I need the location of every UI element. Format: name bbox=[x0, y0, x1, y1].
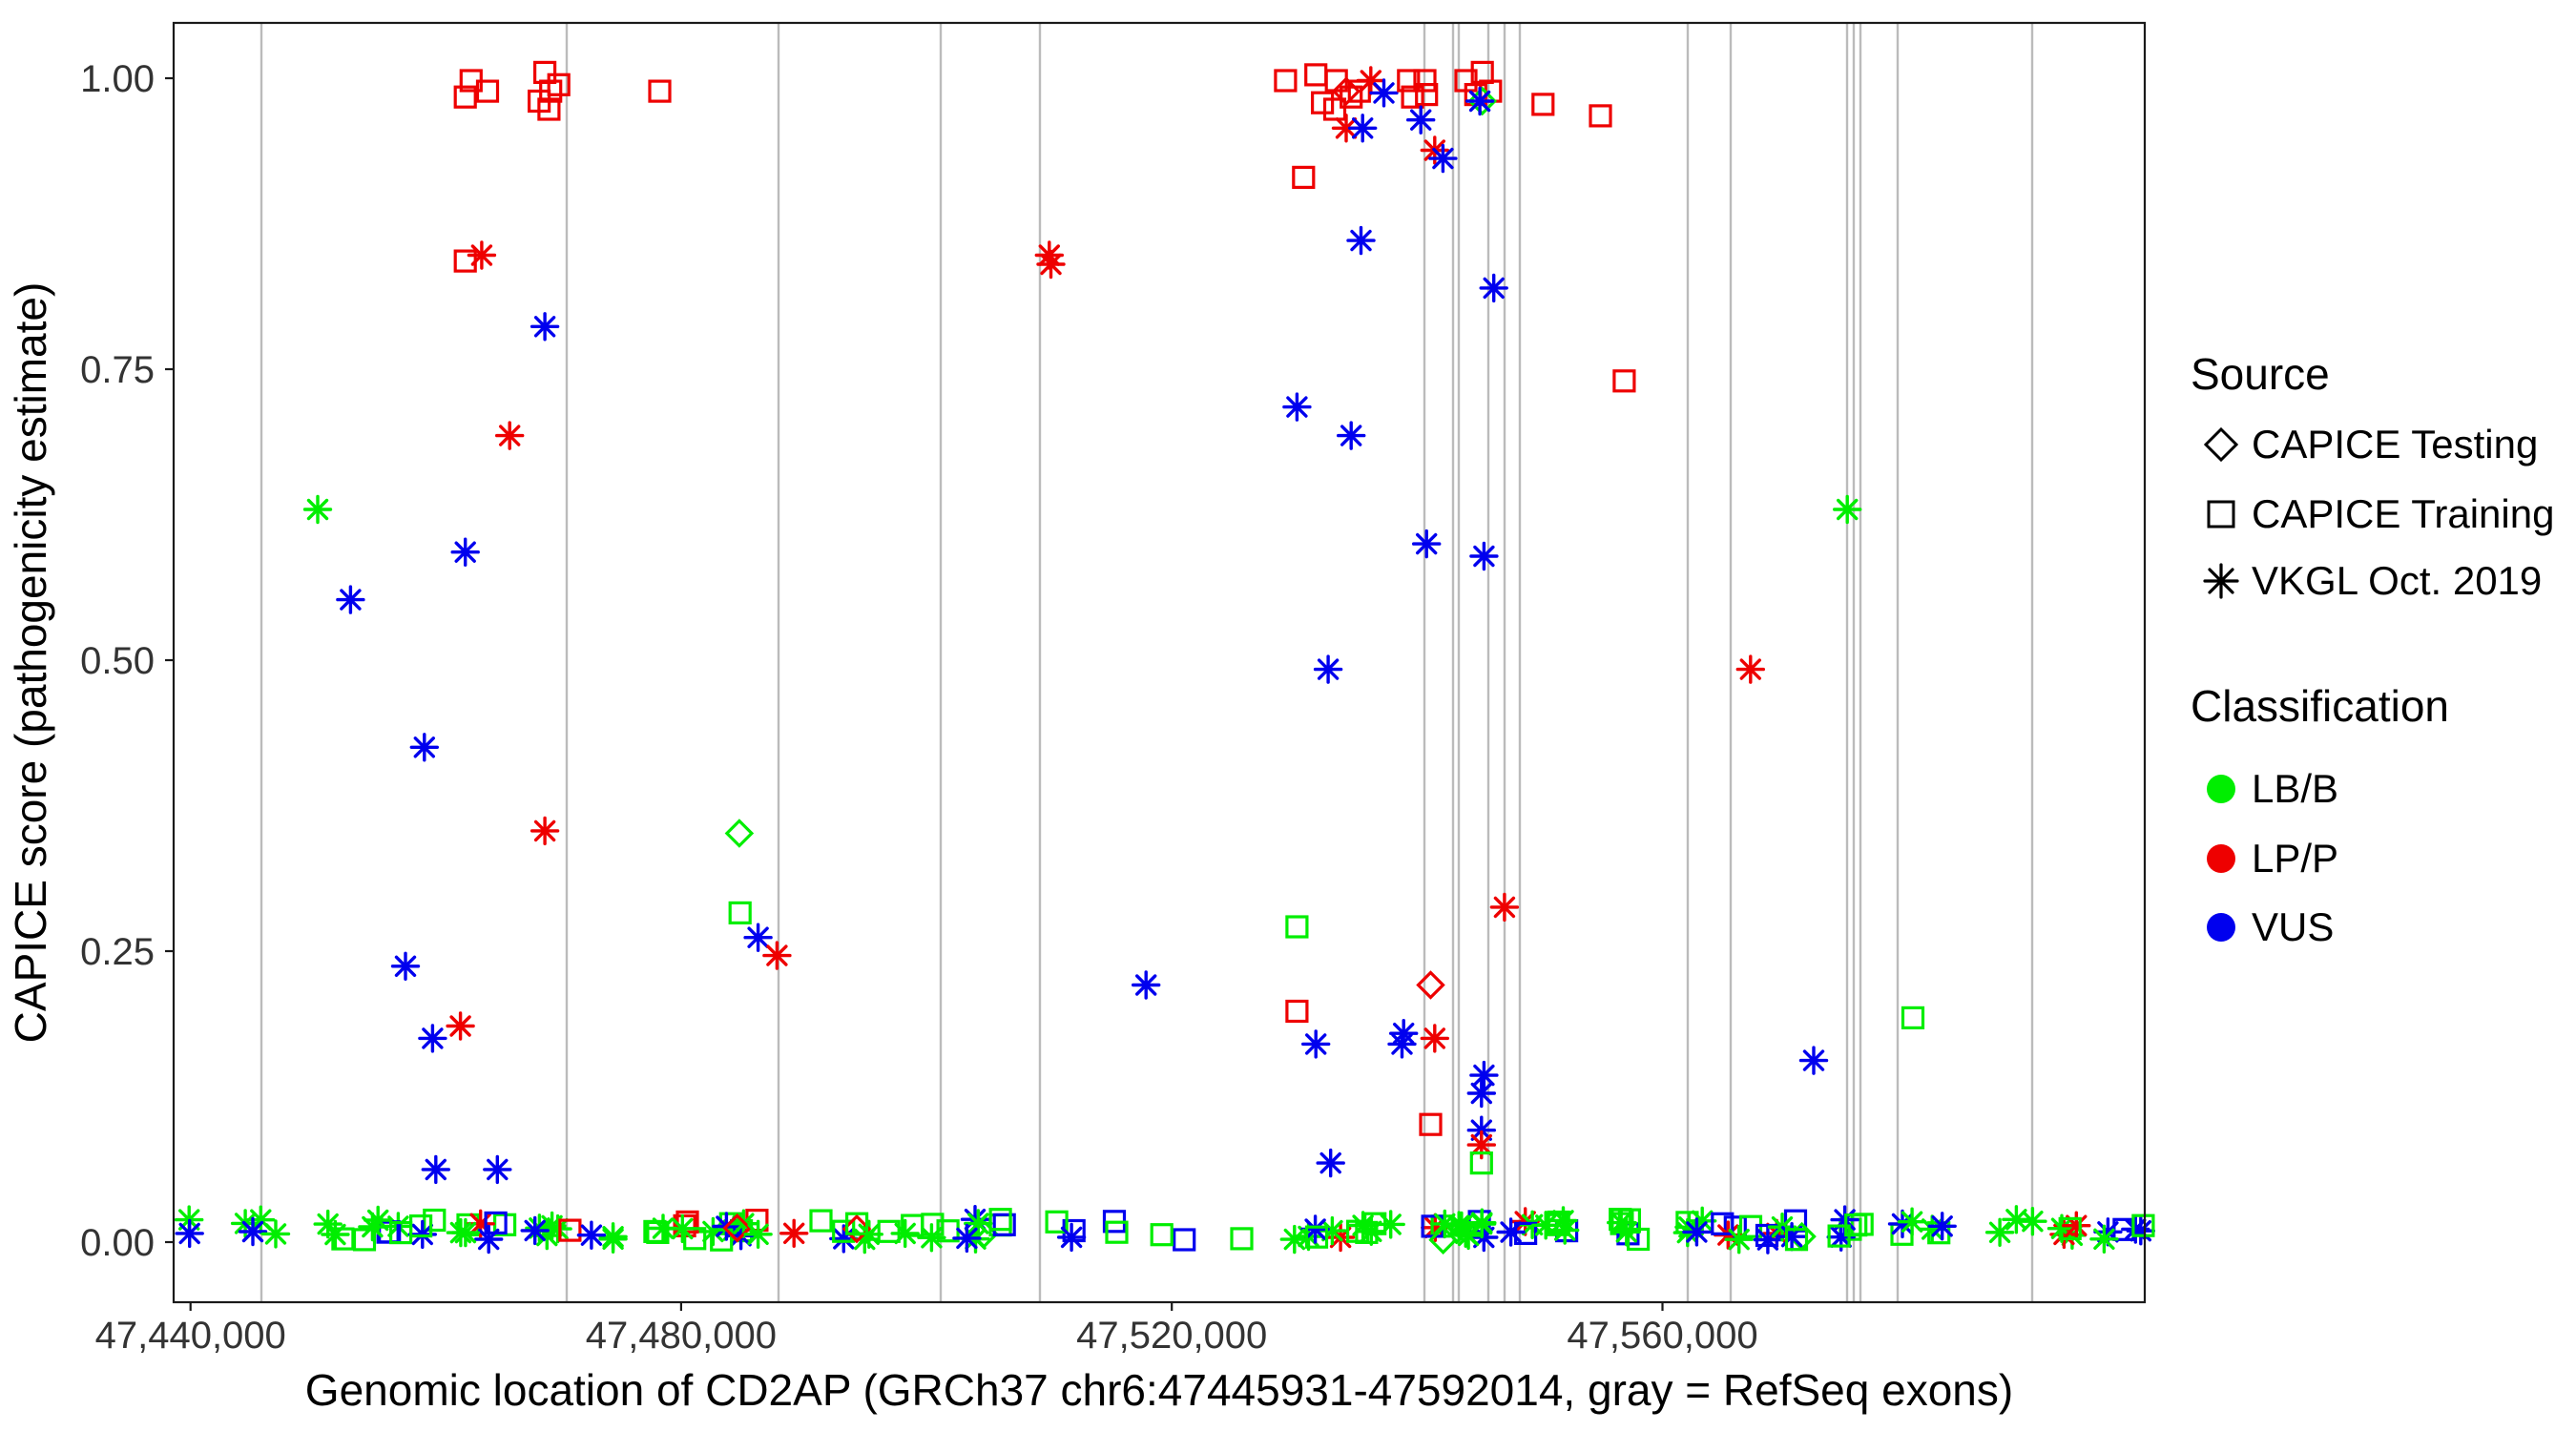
svg-text:Source: Source bbox=[2191, 349, 2330, 399]
svg-text:47,480,000: 47,480,000 bbox=[586, 1315, 777, 1357]
svg-text:47,440,000: 47,440,000 bbox=[95, 1315, 286, 1357]
svg-text:0.25: 0.25 bbox=[80, 931, 155, 973]
svg-text:0.00: 0.00 bbox=[80, 1222, 155, 1264]
svg-text:CAPICE Testing: CAPICE Testing bbox=[2252, 422, 2538, 467]
svg-text:Genomic location of CD2AP (GRC: Genomic location of CD2AP (GRCh37 chr6:4… bbox=[305, 1365, 2013, 1415]
svg-text:VKGL Oct. 2019: VKGL Oct. 2019 bbox=[2252, 558, 2542, 603]
svg-text:VUS: VUS bbox=[2252, 904, 2334, 949]
svg-text:CAPICE Training: CAPICE Training bbox=[2252, 491, 2554, 536]
svg-text:47,520,000: 47,520,000 bbox=[1076, 1315, 1267, 1357]
svg-text:1.00: 1.00 bbox=[80, 58, 155, 100]
svg-text:LB/B: LB/B bbox=[2252, 766, 2338, 811]
svg-text:LP/P: LP/P bbox=[2252, 836, 2338, 881]
svg-text:0.75: 0.75 bbox=[80, 349, 155, 391]
svg-text:CAPICE score (pathogenicity es: CAPICE score (pathogenicity estimate) bbox=[6, 282, 55, 1044]
svg-text:47,560,000: 47,560,000 bbox=[1567, 1315, 1757, 1357]
svg-text:0.50: 0.50 bbox=[80, 640, 155, 682]
svg-text:Classification: Classification bbox=[2191, 681, 2449, 731]
